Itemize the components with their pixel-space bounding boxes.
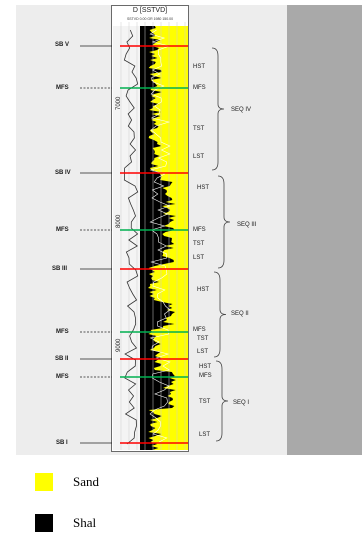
tract-lst-1: LST — [193, 154, 205, 160]
right-mfs-4: MFS — [199, 373, 212, 379]
tract-lst-4: LST — [199, 432, 211, 438]
tract-lst-2: LST — [193, 255, 205, 261]
tract-hst-4: HST — [199, 364, 211, 370]
sequence-braces — [211, 47, 231, 442]
track-sublabel: SSTVD 0.00 GR 1980 150.00 — [126, 17, 174, 21]
tract-hst-3: HST — [197, 287, 209, 293]
label-sb-ii: SB II — [55, 356, 69, 362]
surface-lines — [80, 45, 188, 444]
tract-hst-1: HST — [193, 64, 205, 70]
depth-label-9000: 9000 — [116, 338, 122, 352]
label-mfs-4: MFS — [56, 374, 69, 380]
sequence-iv: SEQ IV — [231, 107, 252, 113]
tract-lst-3: LST — [197, 349, 209, 355]
depth-label-8000: 8000 — [116, 214, 122, 228]
label-sb-iv: SB IV — [55, 170, 71, 176]
white-curve — [149, 29, 171, 443]
gray-strip — [287, 5, 362, 455]
label-mfs-1: MFS — [56, 85, 69, 91]
label-sb-v: SB V — [55, 42, 70, 48]
sand-swatch — [35, 473, 53, 491]
tract-tst-1: TST — [193, 126, 205, 132]
curve-line — [123, 29, 139, 445]
tract-tst-2: TST — [193, 241, 205, 247]
label-mfs-3: MFS — [56, 329, 69, 335]
right-mfs-1: MFS — [193, 85, 206, 91]
tract-tst-4: TST — [199, 399, 211, 405]
tract-tst-3: TST — [197, 336, 209, 342]
sequence-brace — [213, 271, 227, 358]
track-title: D [SSTVD] — [132, 7, 168, 14]
log-curves — [123, 29, 171, 445]
log-diagram — [80, 22, 231, 450]
sequence-brace — [211, 47, 225, 171]
depth-label-7000: 7000 — [116, 96, 122, 110]
tract-hst-2: HST — [197, 185, 209, 191]
label-mfs-2: MFS — [56, 227, 69, 233]
sequence-brace — [217, 175, 231, 269]
legend-label-sand: Sand — [73, 474, 99, 489]
sequence-iii: SEQ III — [237, 222, 257, 228]
sequence-i: SEQ I — [233, 400, 250, 406]
sequence-brace — [215, 360, 229, 442]
right-mfs-3: MFS — [193, 327, 206, 333]
label-sb-i: SB I — [56, 440, 68, 446]
legend-label-shale: Shal — [73, 515, 97, 530]
track-left-area — [113, 26, 140, 450]
shale-swatch — [35, 514, 53, 532]
right-mfs-2: MFS — [193, 227, 206, 233]
label-sb-iii: SB III — [52, 266, 68, 272]
gamma-log-fill — [113, 22, 188, 450]
sequence-ii: SEQ II — [231, 311, 249, 317]
shale-fill — [140, 26, 176, 450]
